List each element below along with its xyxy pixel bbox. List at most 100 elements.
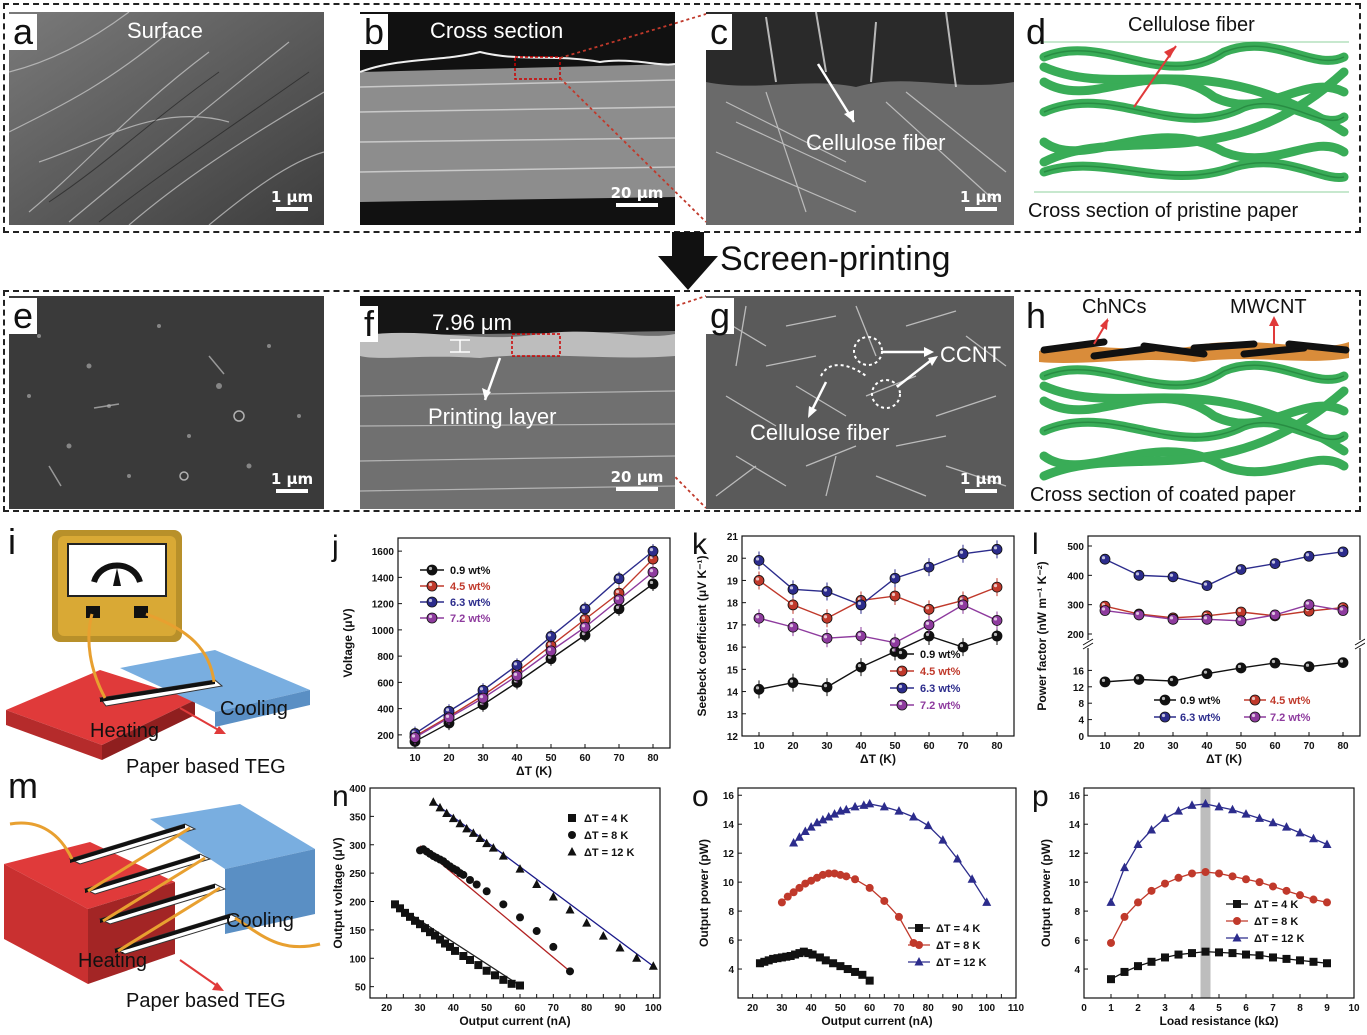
chart-j-ytick-label: 1600 [372, 547, 395, 558]
chart-o-point [795, 883, 804, 892]
chart-l-point-highlight [1305, 663, 1310, 667]
sem-image-b: b Cross section 20 μm [360, 12, 675, 225]
chart-n-xtick-label: 90 [614, 1003, 626, 1014]
label-mwcnt: MWCNT [1230, 296, 1307, 318]
chart-n-point [515, 864, 525, 873]
chart-n-point [498, 851, 508, 860]
chart-n-point [435, 802, 445, 812]
chart-l-xtick-label: 40 [1201, 741, 1213, 752]
chart-p-xlabel: Load resistance (kΩ) [1160, 1014, 1279, 1028]
chart-k-series-line [758, 604, 998, 644]
chart-k-series-line [758, 579, 998, 619]
chart-l-lower-ytick-label: 8 [1078, 699, 1084, 710]
caption-surface: Surface [127, 18, 203, 43]
chart-k-legend-label: 0.9 wt% [920, 649, 961, 661]
panel-letter-a: a [9, 14, 38, 50]
chart-k-point [821, 681, 833, 693]
chart-j-letter: j [331, 530, 339, 563]
chart-n-point [406, 912, 414, 921]
label-teg-m: Paper based TEG [126, 990, 286, 1012]
chart-l-point-highlight [1169, 616, 1174, 620]
chart-o-plot-frame [737, 787, 1017, 999]
chart-n-point [466, 875, 474, 884]
chart-p-legend-marker [1232, 933, 1242, 942]
chart-o-xtick-label: 70 [893, 1003, 905, 1014]
chart-l-break-mark [1354, 638, 1366, 646]
chart-n-point [462, 823, 472, 833]
chart-k-point-highlight [823, 684, 828, 688]
chart-j-point-highlight [615, 596, 620, 600]
chart-p-point [1309, 957, 1318, 966]
chart-o-xtick-label: 110 [1008, 1003, 1025, 1014]
chart-p-ytick-label: 6 [1074, 936, 1080, 947]
chart-l-point [1303, 550, 1315, 562]
sem-image-c: c Cellulose fiber 1 μm [706, 12, 1014, 225]
chart-o-point [879, 801, 889, 811]
chart-j-point [409, 732, 421, 743]
chart-l-legend-marker [1249, 694, 1261, 706]
chart-n-point [532, 879, 542, 888]
chart-l-point-highlight [1271, 611, 1276, 616]
chart-l-upper-ytick-label: 200 [1067, 630, 1084, 641]
chart-p-ytick-label: 8 [1074, 907, 1080, 918]
chart-k-legend-label: 6.3 wt% [920, 683, 961, 695]
chart-j-point-highlight [615, 605, 620, 609]
chart-n-point [516, 913, 524, 922]
chart-k-point-highlight [925, 621, 930, 625]
sem-image-f: f 7.96 μm Printing layer 20 μm [360, 296, 675, 509]
chart-n-point [416, 920, 424, 929]
chart-k-point-highlight [823, 635, 828, 639]
chart-n-legend-label: ΔT = 8 K [584, 830, 628, 842]
chart-o-point [812, 817, 822, 827]
chart-l-point [1303, 661, 1315, 673]
chart-k-xtick-label: 50 [889, 741, 901, 752]
chart-p-ytick-label: 14 [1069, 820, 1081, 831]
chart-o-point [794, 832, 804, 841]
chart-n-point [499, 975, 508, 984]
chart-n-xtick-label: 70 [548, 1003, 560, 1014]
chart-o-point [800, 826, 810, 835]
chart-l-series-line [1104, 661, 1344, 683]
chart-o-point [773, 954, 782, 963]
chart-l-lower-ytick-label: 4 [1078, 716, 1084, 727]
chart-o-ytick-label: 10 [723, 878, 735, 889]
schematic-m: m Cooling Heating Paper based TEG [0, 764, 330, 1024]
chart-p-point [1295, 827, 1305, 837]
chart-p-point [1282, 954, 1291, 963]
chart-l-legend-label: 4.5 wt% [1270, 695, 1311, 707]
chart-l-series-line [1104, 603, 1344, 622]
chart-j-xtick-label: 80 [647, 753, 659, 764]
chart-n-xtick-label: 80 [581, 1003, 593, 1014]
chart-l-point-highlight [1203, 616, 1208, 620]
chart-j-legend-marker-highlight [428, 566, 433, 571]
chart-p-point [1174, 950, 1183, 959]
panel-letter-m: m [8, 765, 38, 806]
chart-p-ytick-label: 16 [1069, 791, 1081, 802]
scale-bar-c: 1 μm [956, 188, 1006, 211]
chart-l-point [1235, 662, 1247, 674]
chart-k-point [787, 599, 799, 611]
chart-k-series-line [758, 548, 998, 606]
chart-o-point [836, 962, 845, 971]
chart-n-point [475, 833, 485, 843]
chart-j-ytick-label: 1400 [372, 573, 395, 584]
chart-n-point [451, 946, 459, 955]
chart-p-point [1323, 959, 1331, 968]
chart-k: k 10 20 30 40 50 60 70 80 ΔT (K) 12 13 14 15 16 17 18 19 2… [690, 520, 1025, 780]
chart-k-ytick-label: 12 [727, 732, 739, 743]
chart-n-xtick-label: 50 [481, 1003, 493, 1014]
chart-n-point [632, 953, 642, 962]
chart-k-xtick-label: 30 [821, 741, 833, 752]
chart-k-point-highlight [789, 586, 794, 590]
chart-o-letter: o [692, 780, 709, 813]
chart-n-ytick-label: 100 [349, 954, 366, 965]
chart-j-xtick-label: 10 [409, 753, 421, 764]
chart-k-point [821, 612, 833, 624]
chart-o-ylabel: Output power (pW) [697, 839, 711, 947]
chart-p-point [1241, 809, 1251, 818]
chart-n-point [516, 981, 524, 990]
chart-o-point [909, 811, 919, 821]
chart-j-point-highlight [547, 642, 552, 646]
chart-o-point [806, 822, 816, 831]
